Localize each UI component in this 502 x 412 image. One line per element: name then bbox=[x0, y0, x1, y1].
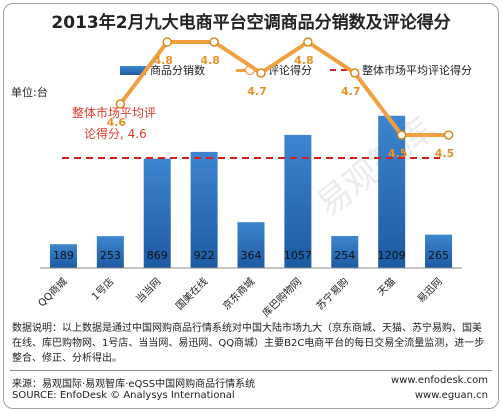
category-label-7: 天猫 bbox=[374, 275, 397, 298]
legend-item-ref: 整体市场平均评论得分 bbox=[330, 62, 472, 78]
score-line bbox=[118, 40, 449, 137]
category-label-1: 1号店 bbox=[89, 275, 117, 303]
legend-item-bar: 商品分销数 bbox=[120, 62, 205, 78]
source-line1-right: www.enfodesk.com bbox=[391, 375, 488, 386]
score-label-7: 4.5 bbox=[388, 147, 408, 160]
chart-plot: 189 QQ商城 253 1号店 869 当当网 922 国美在线 364 京东商城 1057 库巴购… bbox=[35, 37, 462, 320]
bar-value-label-8: 265 bbox=[428, 249, 449, 262]
category-label-3: 国美在线 bbox=[173, 275, 210, 312]
score-label-8: 4.5 bbox=[435, 147, 455, 160]
category-label-8: 易迅网 bbox=[415, 276, 445, 306]
bar-6 bbox=[331, 236, 359, 268]
bar-value-label-7: 1209 bbox=[378, 249, 406, 262]
bar-7 bbox=[378, 115, 406, 268]
score-label-3: 4.8 bbox=[200, 54, 220, 67]
score-label-1: 4.6 bbox=[107, 116, 127, 129]
score-label-5: 4.8 bbox=[294, 54, 314, 67]
source-line2-left: SOURCE: EnfoDesk © Analysys Internationa… bbox=[12, 390, 235, 401]
bar-value-label-5: 1057 bbox=[284, 249, 312, 262]
score-marker-7 bbox=[396, 130, 407, 140]
data-note: 数据说明：以上数据是通过中国网购商品行情系统对中国大陆市场九大（京东商城、天猫、… bbox=[12, 323, 485, 364]
bar-value-label-6: 254 bbox=[334, 249, 355, 262]
category-label-6: 苏宁易购 bbox=[313, 275, 350, 312]
bar-value-label-0: 189 bbox=[53, 249, 74, 262]
bar-3 bbox=[190, 151, 218, 268]
score-marker-2 bbox=[162, 37, 172, 47]
bar-value-label-2: 869 bbox=[147, 249, 168, 262]
bar-value-label-3: 922 bbox=[194, 249, 215, 262]
score-label-6: 4.7 bbox=[341, 85, 361, 98]
source-line1-left: 来源：易观国际·易观智库·eQSS中国网购商品行情系统 bbox=[12, 379, 256, 390]
unit-label: 单位:台 bbox=[11, 86, 48, 99]
reference-annotation-line2: 论得分, 4.6 bbox=[84, 126, 147, 141]
category-label-4: 京东商城 bbox=[220, 275, 257, 312]
bar-4 bbox=[237, 222, 265, 268]
score-label-2: 4.8 bbox=[153, 54, 173, 67]
legend-bar-label: 商品分销数 bbox=[150, 64, 205, 77]
reference-annotation-line1: 整体市场平均评 bbox=[72, 105, 156, 120]
score-marker-5 bbox=[303, 37, 313, 47]
bar-value-label-4: 364 bbox=[241, 249, 262, 262]
score-label-4: 4.7 bbox=[247, 85, 267, 98]
score-marker-8 bbox=[443, 130, 454, 140]
bar-value-label-1: 253 bbox=[100, 249, 121, 262]
legend-ref-label: 整体市场平均评论得分 bbox=[362, 64, 472, 77]
source-line2-right: www.eguan.cn bbox=[414, 390, 488, 401]
score-marker-4 bbox=[256, 68, 266, 78]
bar-8 bbox=[425, 234, 453, 268]
bar-1 bbox=[96, 236, 124, 268]
score-marker-3 bbox=[209, 37, 219, 47]
legend-line-label: 评论得分 bbox=[268, 64, 312, 77]
bar-2 bbox=[143, 158, 171, 268]
footer-divider bbox=[10, 370, 492, 371]
category-label-2: 当当网 bbox=[133, 275, 163, 305]
category-label-0: QQ商城 bbox=[35, 275, 69, 309]
score-marker-6 bbox=[350, 68, 360, 78]
bar-0 bbox=[49, 244, 77, 268]
category-label-5: 库巴购物网 bbox=[259, 275, 304, 320]
legend-bar-swatch bbox=[120, 66, 146, 75]
legend-ref-swatch bbox=[330, 69, 358, 71]
chart-title: 2013年2月九大电商平台空调商品分销数及评论得分 bbox=[51, 13, 451, 33]
score-marker-1 bbox=[115, 99, 126, 109]
